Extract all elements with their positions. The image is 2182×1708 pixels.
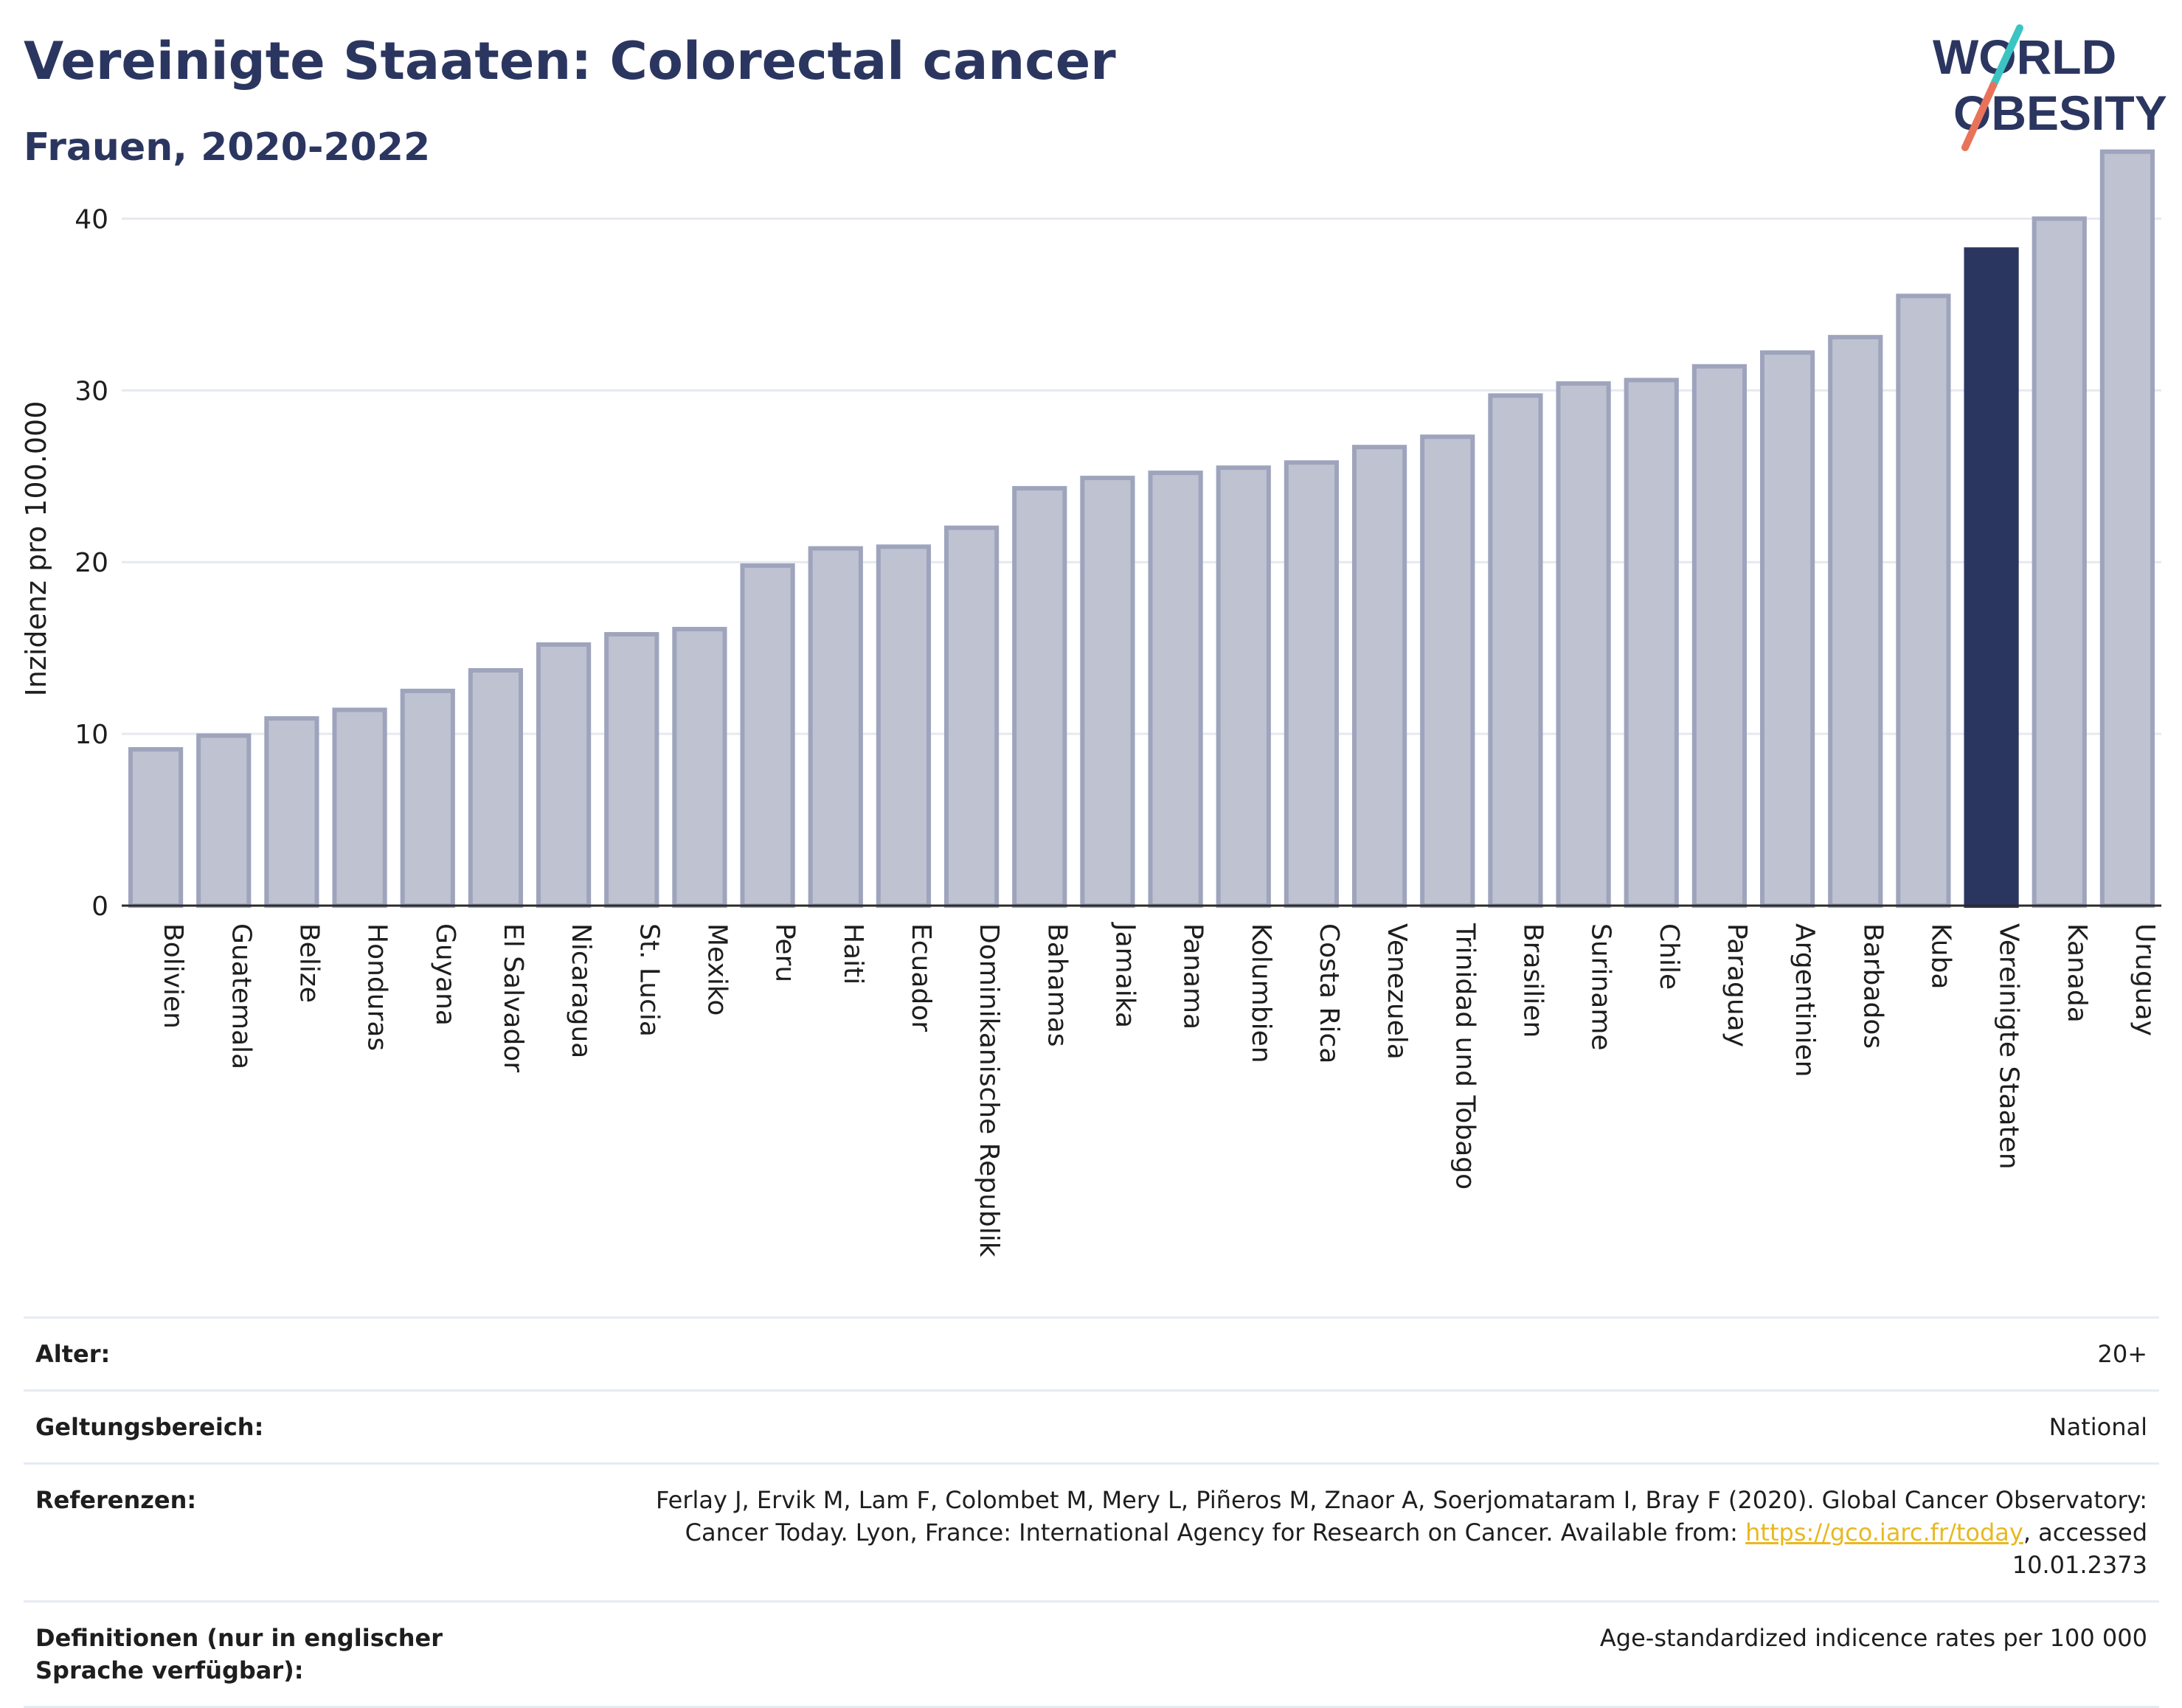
bar-ecuador bbox=[876, 544, 932, 908]
chart-grid bbox=[122, 217, 2161, 735]
y-axis-ticks: 0 10 20 30 40 bbox=[75, 204, 108, 922]
x-tick-label: Haiti bbox=[838, 923, 868, 985]
x-tick-label: Suriname bbox=[1586, 923, 1616, 1051]
x-tick-label: Honduras bbox=[362, 923, 392, 1051]
page-subtitle: Frauen, 2020-2022 bbox=[24, 125, 431, 170]
bar-venezuela bbox=[1351, 445, 1407, 908]
y-tick-label: 40 bbox=[75, 204, 108, 235]
x-tick-label: Paraguay bbox=[1722, 923, 1752, 1047]
bar-mexiko bbox=[672, 627, 727, 908]
bar-haiti bbox=[808, 546, 863, 908]
x-tick-label: St. Lucia bbox=[634, 923, 664, 1037]
reference-text: Ferlay J, Ervik M, Lam F, Colombet M, Me… bbox=[656, 1486, 2147, 1546]
x-tick-label: Peru bbox=[770, 923, 800, 982]
bar-paraguay bbox=[1691, 364, 1748, 908]
x-tick-label: Vereinigte Staaten bbox=[1994, 923, 2024, 1170]
x-tick-label: Mexiko bbox=[702, 923, 732, 1016]
y-tick-label: 10 bbox=[75, 720, 108, 750]
x-tick-label: Uruguay bbox=[2130, 923, 2160, 1036]
bar-bahamas bbox=[1012, 486, 1067, 908]
x-tick-label: Belize bbox=[294, 923, 324, 1003]
x-tick-label: Panama bbox=[1178, 923, 1208, 1030]
x-tick-label: Dominikanische Republik bbox=[974, 923, 1004, 1257]
info-row-geltungsbereich: Geltungsbereich: National bbox=[24, 1389, 2159, 1462]
info-key: Definitionen (nur in englischer Sprache … bbox=[35, 1624, 443, 1684]
info-key: Alter: bbox=[35, 1340, 111, 1368]
bar-costa-rica bbox=[1284, 460, 1340, 908]
bar-chart: 0 10 20 30 40 Bolivien Guatemala Belize Hondura… bbox=[20, 149, 2161, 1257]
bar-brasilien bbox=[1488, 393, 1543, 908]
x-tick-label: Nicaragua bbox=[566, 923, 596, 1058]
x-tick-label: Brasilien bbox=[1517, 923, 1548, 1038]
page-title: Vereinigte Staaten: Colorectal cancer bbox=[24, 31, 1116, 91]
x-tick-label: Kolumbien bbox=[1246, 923, 1276, 1063]
x-axis-ticks: Bolivien Guatemala Belize Honduras Guyana El … bbox=[158, 922, 2160, 1257]
logo-line1: WORLD bbox=[1933, 29, 2116, 84]
info-value: Age-standardized indicence rates per 100… bbox=[1599, 1624, 2147, 1652]
bar-kolumbien bbox=[1216, 465, 1271, 908]
info-value: Ferlay J, Ervik M, Lam F, Colombet M, Me… bbox=[598, 1484, 2147, 1581]
chart-bars bbox=[128, 149, 2155, 909]
x-tick-label: Ecuador bbox=[906, 923, 936, 1032]
bar-kuba bbox=[1896, 294, 1951, 908]
bar-el-salvador bbox=[468, 667, 524, 908]
bar-honduras bbox=[332, 707, 387, 908]
bar-belize bbox=[264, 716, 319, 909]
info-value: 20+ bbox=[2097, 1340, 2147, 1368]
x-tick-label: Trinidad und Tobago bbox=[1450, 923, 1480, 1190]
bar-trinidad-und-tobago bbox=[1420, 434, 1475, 908]
bar-kanada bbox=[2032, 216, 2087, 908]
x-tick-label: El Salvador bbox=[498, 923, 528, 1072]
x-tick-label: Bolivien bbox=[158, 923, 188, 1029]
x-tick-label: Jamaika bbox=[1109, 922, 1140, 1028]
y-tick-label: 0 bbox=[91, 892, 108, 922]
bar-suriname bbox=[1556, 381, 1611, 908]
x-tick-label: Guyana bbox=[430, 923, 460, 1026]
info-row-definitionen: Definitionen (nur in englischer Sprache … bbox=[24, 1600, 2159, 1708]
x-tick-label: Costa Rica bbox=[1314, 923, 1344, 1063]
bar-vereinigte-staaten bbox=[1964, 247, 2019, 908]
info-row-referenzen: Referenzen: Ferlay J, Ervik M, Lam F, Co… bbox=[24, 1462, 2159, 1600]
reference-accessed: , accessed 10.01.2373 bbox=[2012, 1518, 2147, 1579]
x-tick-label: Barbados bbox=[1857, 923, 1888, 1049]
x-tick-label: Argentinien bbox=[1790, 923, 1820, 1077]
x-tick-label: Venezuela bbox=[1382, 923, 1412, 1060]
bar-jamaika bbox=[1080, 476, 1135, 908]
info-key: Geltungsbereich: bbox=[35, 1413, 264, 1441]
bar-guyana bbox=[400, 688, 455, 909]
world-obesity-logo: WORLD OBESITY bbox=[1933, 24, 2167, 151]
y-tick-label: 30 bbox=[75, 376, 108, 406]
info-table: Alter: 20+ Geltungsbereich: National Ref… bbox=[24, 1316, 2159, 1708]
x-tick-label: Chile bbox=[1654, 923, 1684, 990]
bar-argentinien bbox=[1759, 350, 1815, 908]
x-tick-label: Guatemala bbox=[226, 923, 256, 1069]
bar-chile bbox=[1624, 378, 1679, 908]
logo-slash-bottom-icon bbox=[1961, 82, 1997, 151]
bar-panama bbox=[1148, 471, 1203, 908]
bar-barbados bbox=[1828, 335, 1883, 909]
y-tick-label: 20 bbox=[75, 548, 108, 578]
reference-link[interactable]: https://gco.iarc.fr/today bbox=[1745, 1518, 2023, 1546]
bar-st-lucia bbox=[604, 632, 659, 909]
bar-bolivien bbox=[128, 747, 184, 908]
x-tick-label: Bahamas bbox=[1042, 923, 1072, 1047]
bar-guatemala bbox=[196, 733, 252, 908]
bar-dominikanische-republik bbox=[943, 525, 1000, 908]
x-tick-label: Kanada bbox=[2062, 923, 2092, 1023]
info-row-alter: Alter: 20+ bbox=[24, 1316, 2159, 1389]
bar-uruguay bbox=[2099, 149, 2155, 908]
y-axis-label: Inzidenz pro 100.000 bbox=[20, 401, 52, 697]
info-value: National bbox=[2048, 1413, 2147, 1441]
bar-peru bbox=[740, 563, 795, 908]
logo-slash-top-icon bbox=[1989, 24, 2023, 89]
x-tick-label: Kuba bbox=[1925, 923, 1956, 990]
bar-nicaragua bbox=[536, 642, 592, 909]
info-key: Referenzen: bbox=[35, 1486, 197, 1514]
